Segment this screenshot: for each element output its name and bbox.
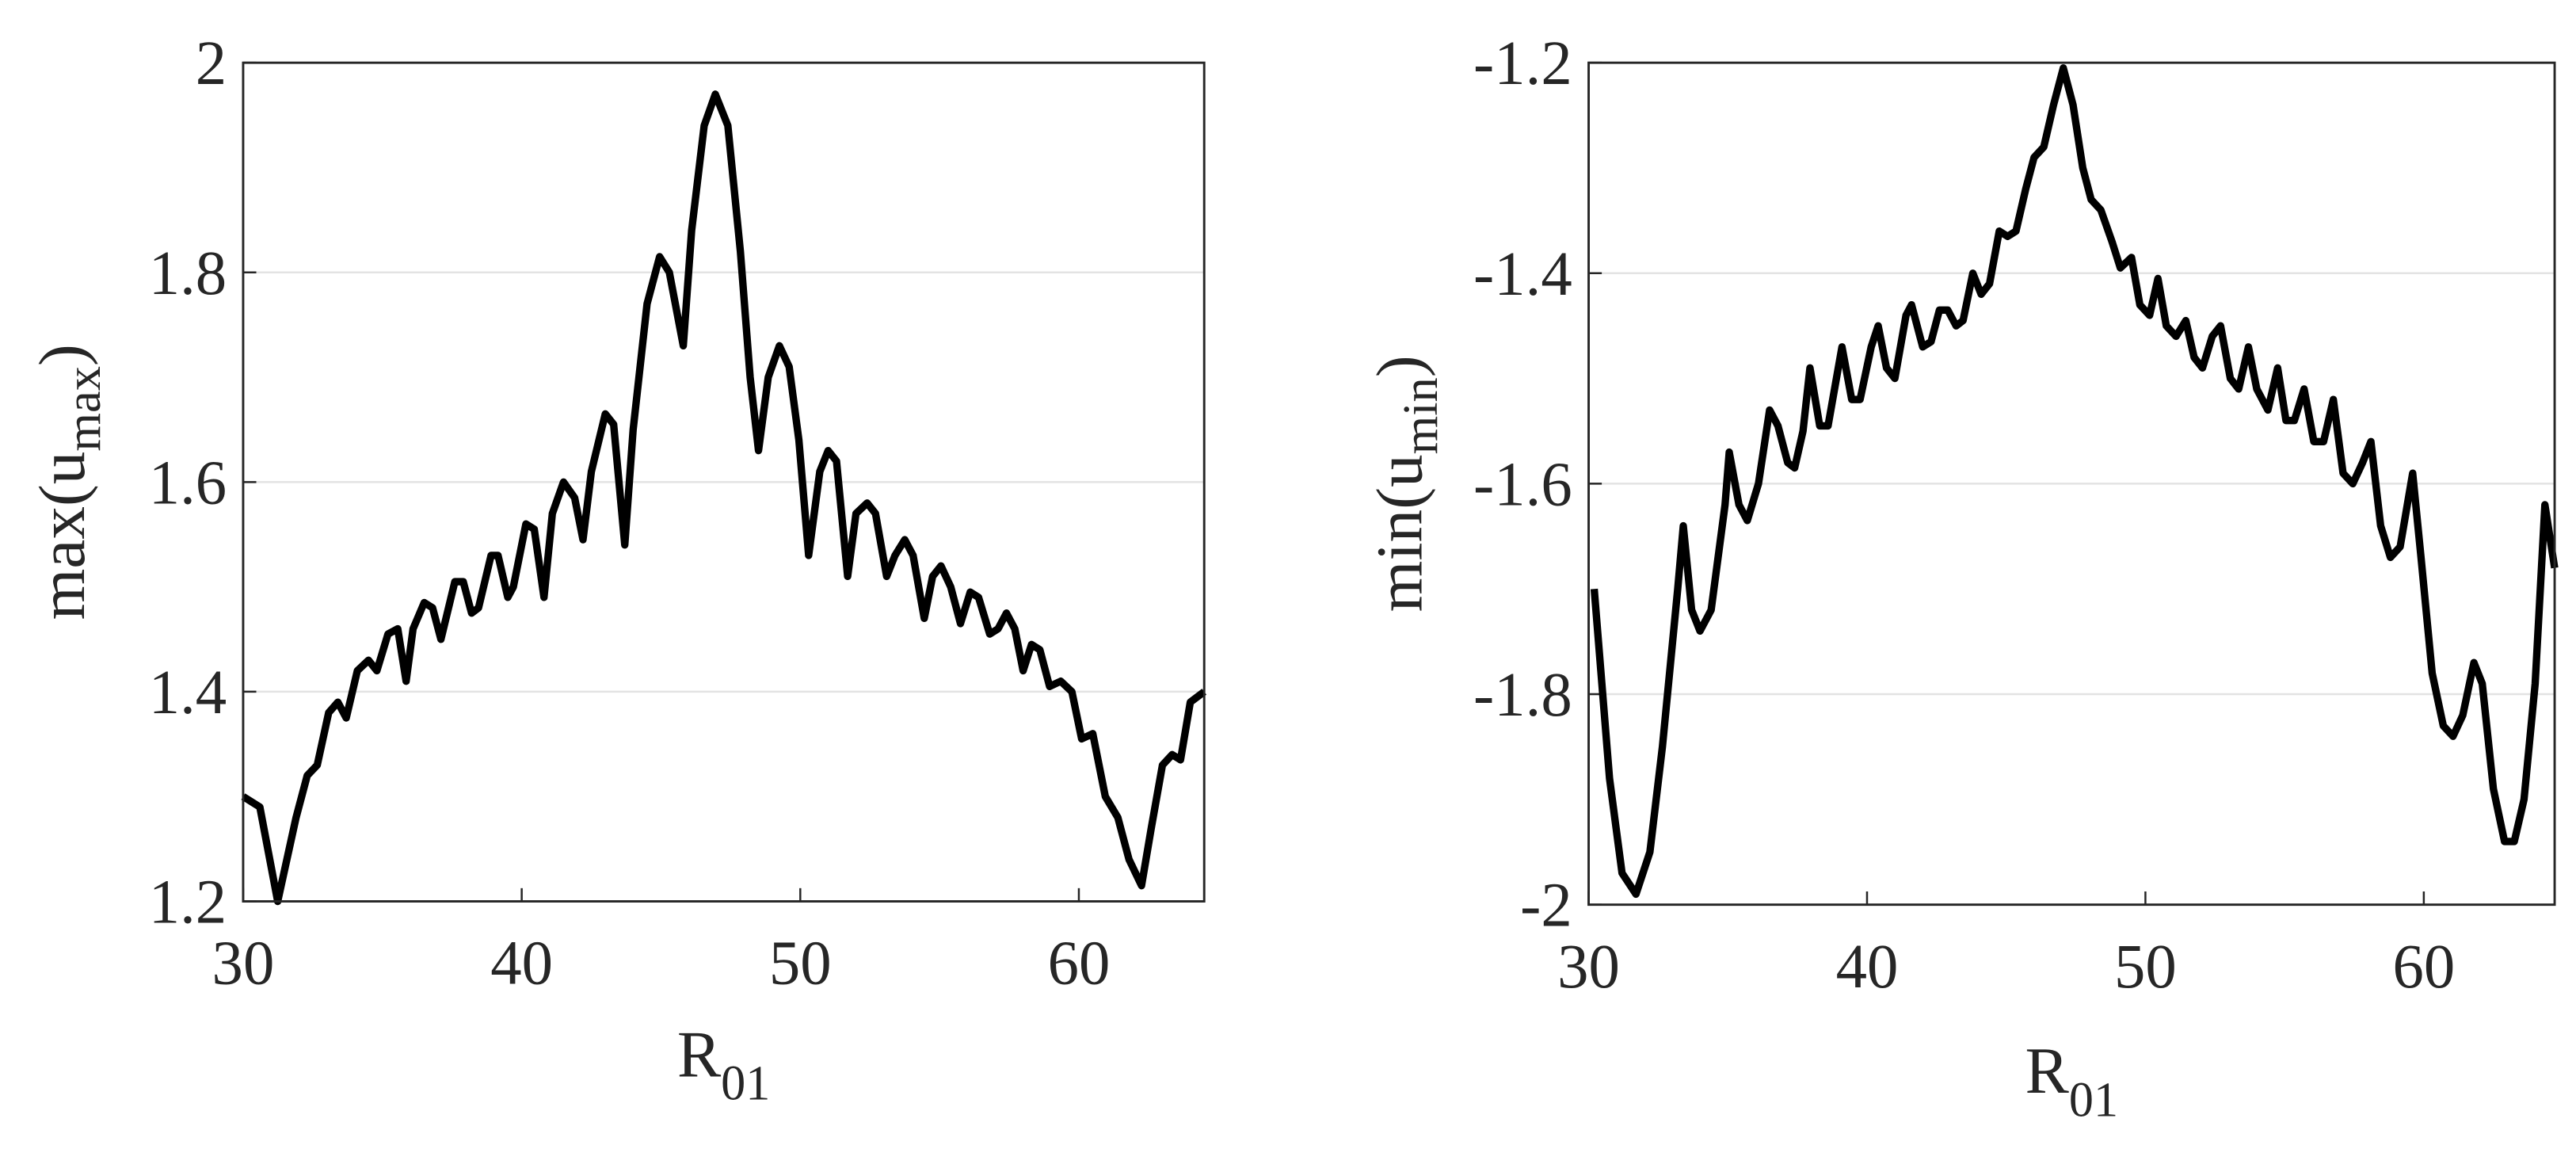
x-tick-label: 50: [2114, 933, 2177, 1002]
y-label-sub: max: [56, 366, 111, 452]
x-tick-label: 40: [490, 930, 553, 998]
x-label-main: R: [2025, 1034, 2070, 1107]
y-tick-label: 1.2: [149, 868, 227, 937]
axes-frame: [242, 61, 1206, 903]
y-tick-label: -1.4: [1473, 240, 1572, 309]
y-tick-label: 2: [196, 29, 227, 98]
x-tick-label: 40: [1836, 933, 1899, 1002]
x-label-main: R: [677, 1017, 722, 1090]
y-tick-label: -1.6: [1473, 450, 1572, 519]
x-tick-label: 30: [1557, 933, 1620, 1002]
axes-frame: [1587, 61, 2556, 907]
y-tick-label: -2: [1520, 872, 1572, 941]
y-label-close: ): [25, 344, 98, 366]
y-tick-label: 1.8: [149, 239, 227, 308]
x-label-sub: 01: [2069, 1072, 2118, 1127]
data-line: [241, 90, 1207, 906]
x-label-sub: 01: [721, 1055, 770, 1110]
y-label-close: ): [1363, 355, 1436, 377]
y-label-main: max(u: [25, 452, 98, 620]
y-tick-label: 1.4: [149, 658, 227, 727]
y-axis-label: min(umin): [1363, 355, 1449, 612]
y-axis-label: max(umax): [25, 344, 111, 620]
x-tick-label: 60: [1048, 930, 1111, 998]
y-label-main: min(u: [1363, 454, 1436, 612]
x-axis-label: R01: [2025, 1034, 2119, 1127]
x-tick-label: 50: [769, 930, 832, 998]
x-tick-label: 60: [2392, 933, 2455, 1002]
y-tick-label: -1.2: [1473, 29, 1572, 98]
chart-panel: 1.2 1.4 1.6 1.8 2 30 40 50 60 R01 max(umax): [25, 29, 1207, 1111]
x-axis-label: R01: [677, 1017, 771, 1110]
data-line: [1590, 64, 2559, 899]
y-label-sub: min: [1394, 377, 1449, 454]
y-tick-label: -1.8: [1473, 661, 1572, 730]
x-tick-label: 30: [212, 930, 275, 998]
chart-panel: -2 -1.8 -1.6 -1.4 -1.2 30 40 50 60 R01 min(umin): [1363, 29, 2559, 1127]
y-tick-label: 1.6: [149, 449, 227, 517]
